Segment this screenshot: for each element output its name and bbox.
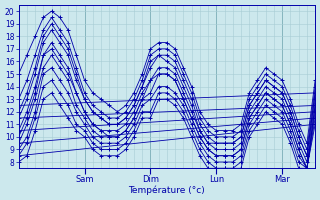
X-axis label: Température (°c): Température (°c) [129,186,205,195]
